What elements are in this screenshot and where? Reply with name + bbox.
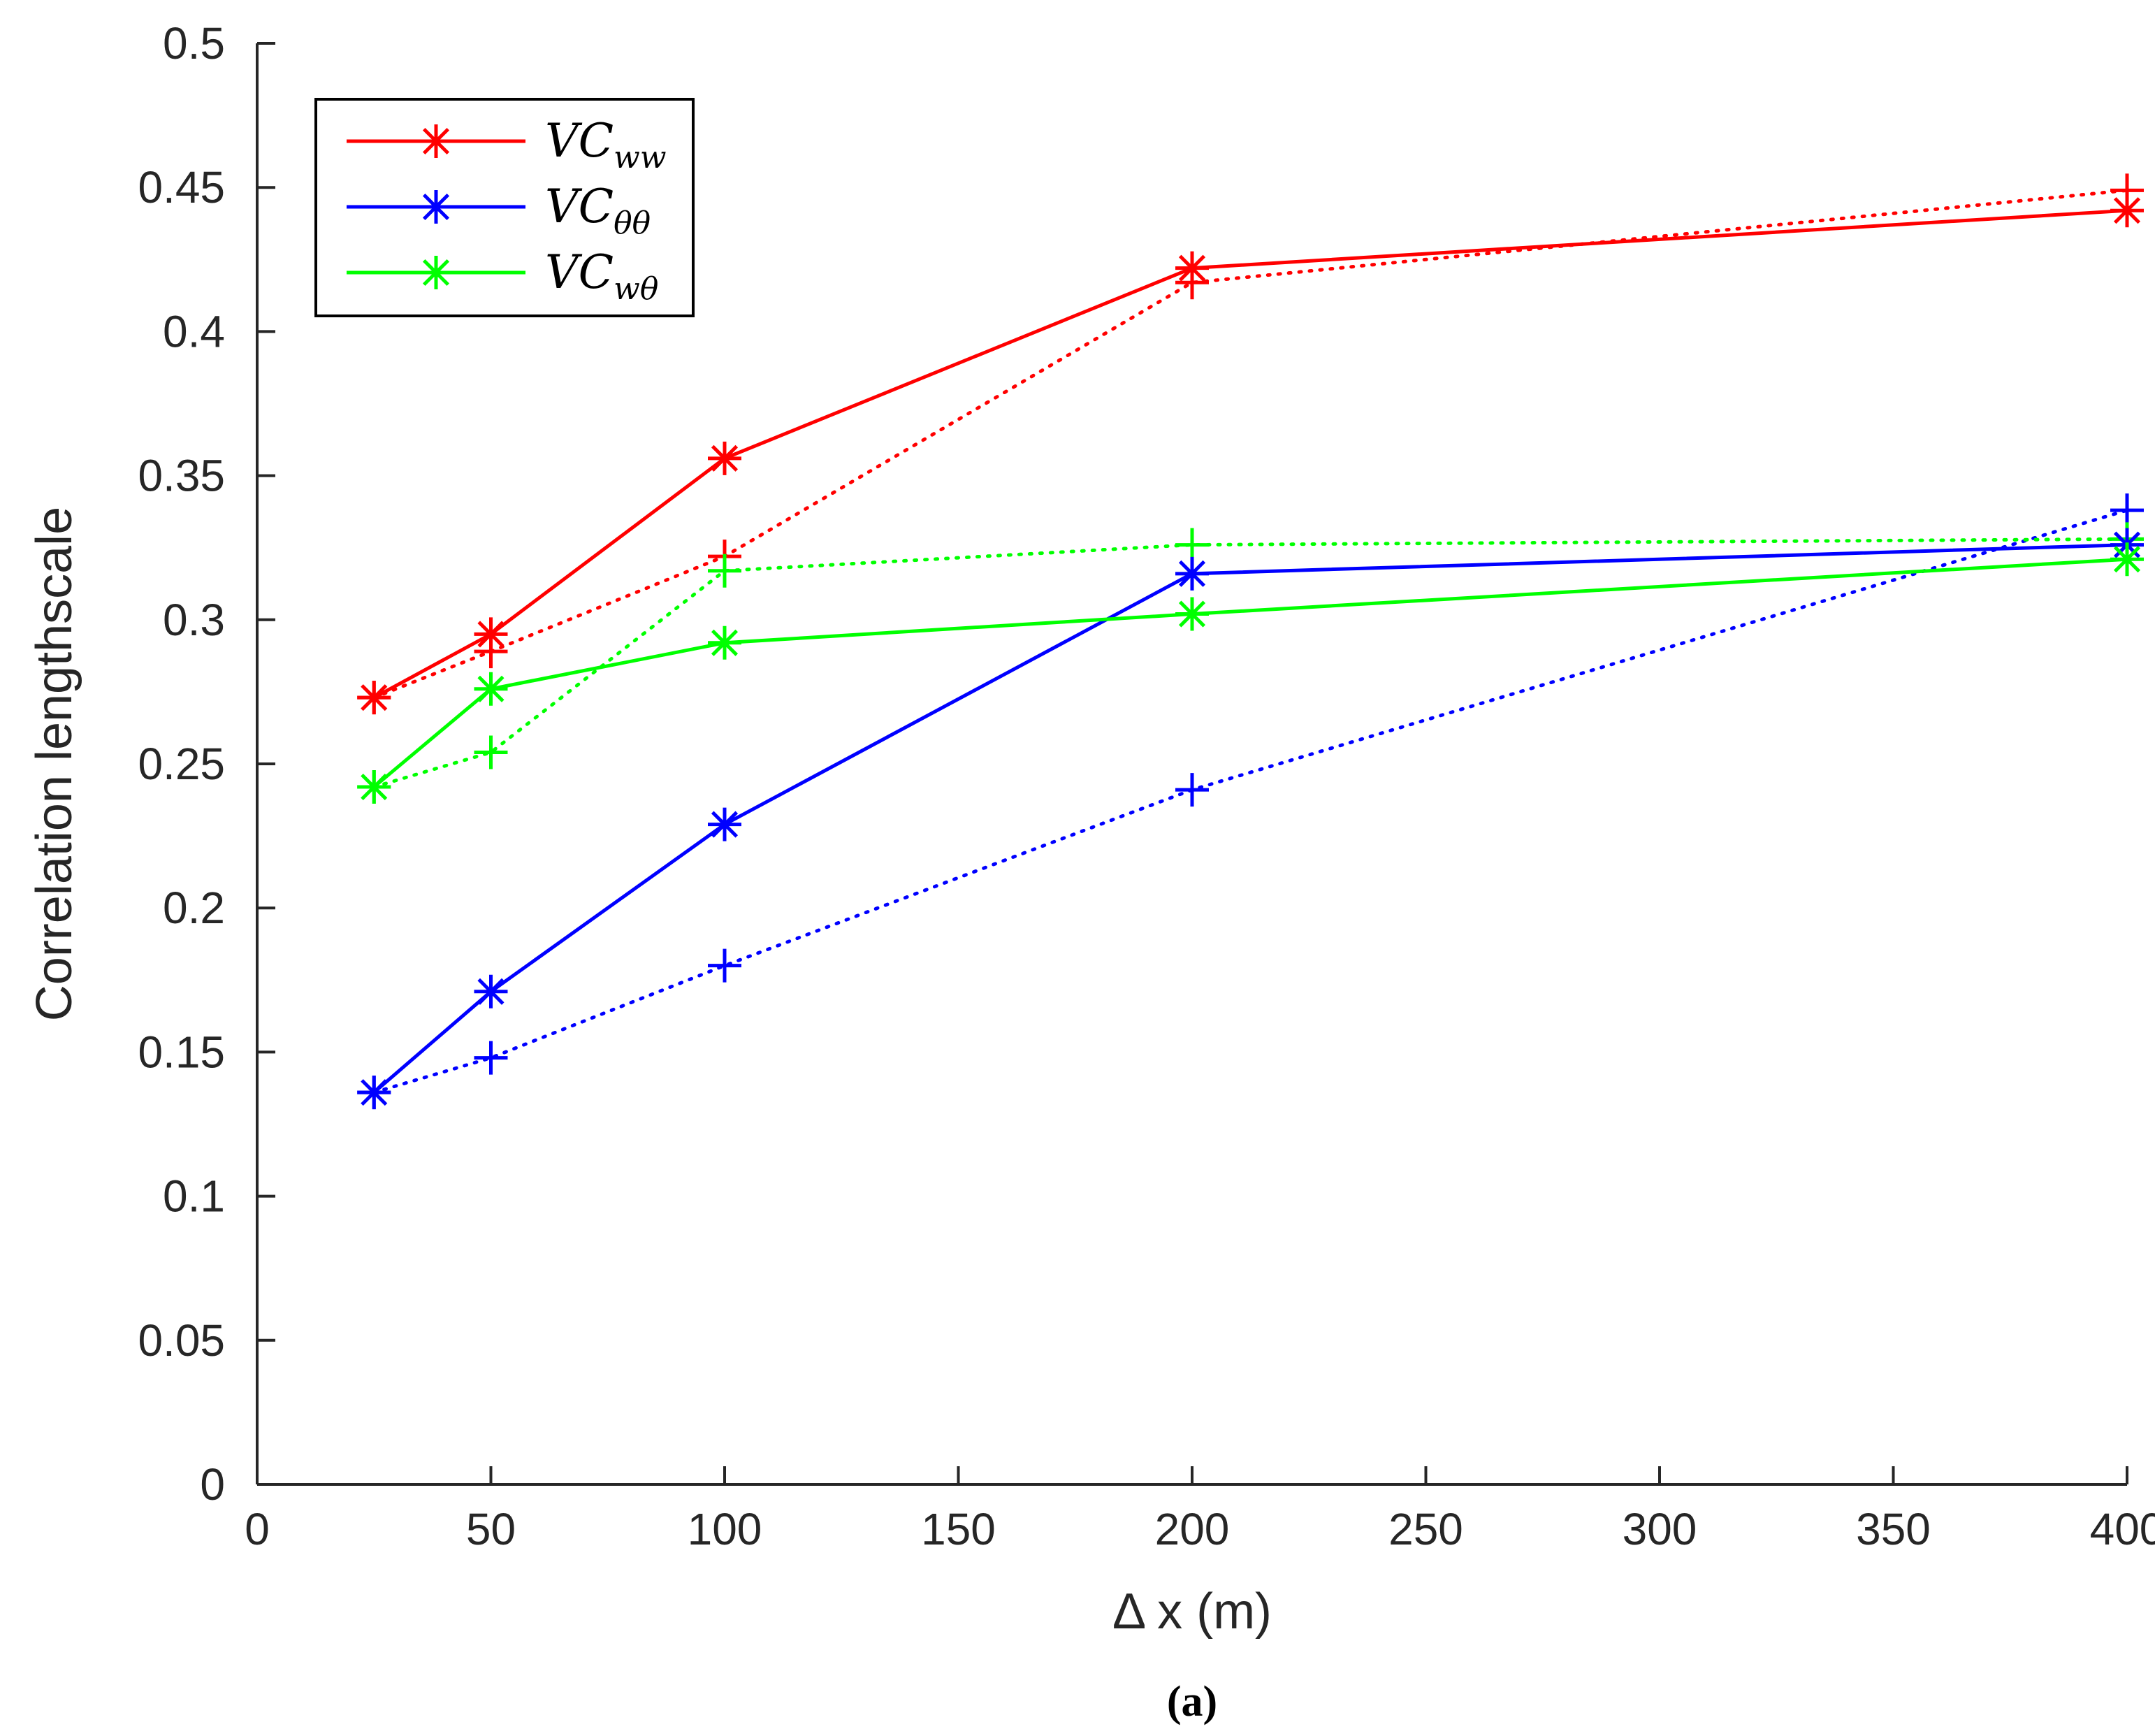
x-tick-label: 300	[1623, 1504, 1697, 1554]
marker-stroke	[711, 629, 739, 656]
y-tick-label: 0.15	[138, 1027, 225, 1077]
marker-stroke	[1178, 254, 1206, 282]
series-solid-0	[357, 194, 2144, 715]
data-point	[1175, 251, 1209, 285]
y-tick-label: 0.35	[138, 451, 225, 501]
marker-stroke	[477, 978, 505, 1005]
data-point	[708, 948, 741, 983]
marker-stroke	[477, 675, 505, 702]
x-tick-label: 200	[1155, 1504, 1230, 1554]
data-point	[1175, 528, 1209, 562]
series-line	[372, 508, 2129, 1094]
figure-caption: (a)	[1167, 1678, 1217, 1726]
data-point	[474, 1041, 508, 1075]
y-tick-label: 0.1	[163, 1171, 225, 1222]
legend-label: VCwθ	[545, 245, 658, 307]
data-point	[1175, 556, 1209, 591]
data-point	[357, 769, 391, 804]
data-point	[2110, 493, 2144, 528]
data-point	[357, 681, 391, 715]
marker-stroke	[2113, 546, 2141, 573]
data-point	[474, 672, 508, 706]
marker-stroke	[422, 259, 450, 287]
x-axis-label: Δ x (m)	[1112, 1584, 1272, 1640]
marker-stroke	[1178, 600, 1206, 628]
y-tick-label: 0.2	[163, 883, 225, 933]
y-tick-label: 0.45	[138, 162, 225, 212]
legend-marker	[419, 190, 453, 224]
data-point	[708, 807, 741, 841]
legend-label-main: VC	[545, 245, 614, 299]
data-point	[474, 974, 508, 1008]
x-tick-label: 400	[2090, 1504, 2155, 1554]
axes: 0 50 100 150 200 250 300 350 400 0 0.05 0.1 0.15 0.2 0…	[138, 18, 2155, 1554]
data-point	[357, 1076, 391, 1110]
data-point	[2110, 542, 2144, 577]
marker-stroke	[1178, 560, 1206, 587]
legend-item: VCww	[347, 114, 667, 175]
series-solid-2	[357, 542, 2144, 804]
marker-stroke	[711, 811, 739, 838]
data-point	[1175, 773, 1209, 807]
marker-stroke	[361, 773, 388, 801]
data-point	[474, 617, 508, 651]
legend-label-main: VC	[545, 114, 614, 168]
legend-item: VCwθ	[347, 245, 658, 307]
y-tick-label: 0.4	[163, 306, 225, 356]
y-tick-label: 0.25	[138, 739, 225, 789]
marker-stroke	[2113, 197, 2141, 224]
data-point	[708, 441, 741, 475]
x-tick-label: 100	[688, 1504, 762, 1554]
marker-stroke	[422, 193, 450, 221]
marker-stroke	[711, 444, 739, 472]
x-tick-label: 0	[245, 1504, 270, 1554]
y-tick-label: 0.05	[138, 1315, 225, 1366]
y-axis-label: Correlation lengthscale	[27, 507, 82, 1021]
marker-stroke	[361, 684, 388, 711]
series-dotted-4	[357, 493, 2144, 1110]
y-tick-label: 0.3	[163, 595, 225, 645]
legend-label-subscript: ww	[614, 140, 666, 175]
data-point	[708, 625, 741, 660]
data-point	[474, 735, 508, 769]
data-point	[1175, 597, 1209, 631]
data-point	[2110, 194, 2144, 228]
marker-stroke	[361, 1079, 388, 1106]
legend-label-subscript: θθ	[614, 205, 651, 241]
marker-stroke	[477, 621, 505, 648]
x-tick-label: 250	[1388, 1504, 1463, 1554]
data-point	[708, 554, 741, 588]
legend-marker	[419, 256, 453, 289]
y-tick-label: 0	[200, 1459, 225, 1510]
x-tick-label: 150	[921, 1504, 996, 1554]
plot-lines	[357, 173, 2144, 1110]
legend-item: VCθθ	[347, 180, 651, 241]
x-tick-label: 350	[1856, 1504, 1931, 1554]
legend-label: VCθθ	[545, 180, 651, 241]
legend-marker	[419, 124, 453, 158]
y-tick-label: 0.5	[163, 18, 225, 68]
legend-label-main: VC	[545, 180, 614, 233]
marker-stroke	[422, 127, 450, 155]
legend-label: VCww	[545, 114, 667, 175]
x-tick-label: 50	[466, 1504, 516, 1554]
legend-label-subscript: wθ	[614, 271, 658, 307]
